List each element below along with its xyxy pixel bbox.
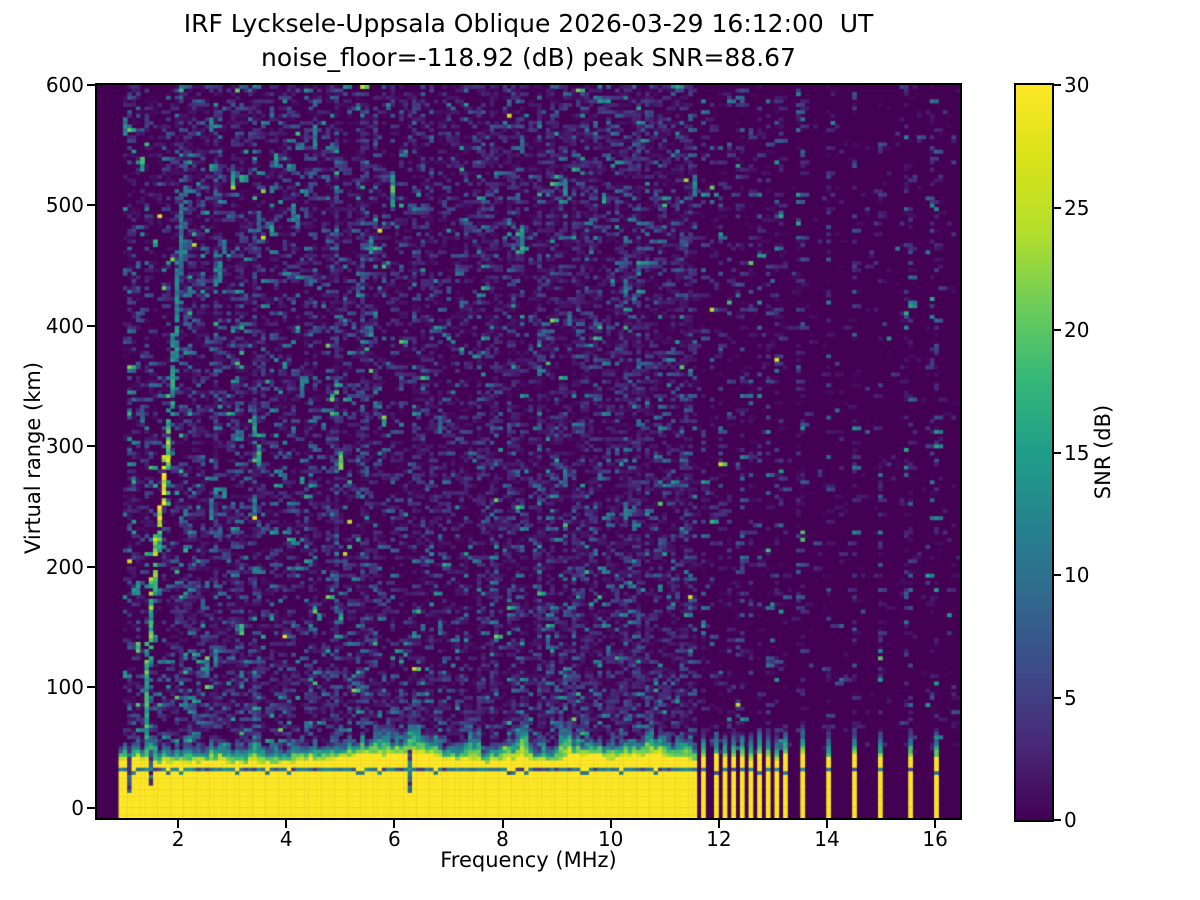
y-tick-mark (87, 806, 95, 809)
colorbar-tick-mark (1054, 329, 1061, 331)
x-tick-mark (285, 820, 288, 828)
x-tick-mark (825, 820, 828, 828)
y-axis-label: Virtual range (km) (21, 361, 45, 555)
y-tick-label: 200 (45, 554, 84, 579)
x-tick-mark (609, 820, 612, 828)
colorbar-tick-label: 5 (1064, 685, 1077, 710)
colorbar-gradient (1016, 85, 1052, 820)
y-tick-mark (87, 686, 95, 689)
colorbar-tick-label: 20 (1064, 318, 1090, 342)
x-tick-label: 6 (388, 827, 401, 851)
y-tick-label: 100 (45, 675, 84, 700)
x-tick-mark (934, 820, 937, 828)
y-tick-label: 300 (45, 434, 84, 459)
colorbar-tick-mark (1054, 574, 1061, 576)
colorbar-tick-mark (1054, 206, 1061, 209)
ionogram-heatmap (97, 85, 960, 818)
y-tick-label: 0 (71, 795, 84, 820)
x-tick-label: 8 (496, 827, 509, 851)
colorbar-label: SNR (dB) (1091, 404, 1115, 500)
y-tick-mark (87, 324, 95, 327)
x-tick-mark (501, 820, 504, 828)
y-tick-mark (87, 204, 95, 207)
x-axis-label: Frequency (MHz) (440, 848, 617, 872)
x-tick-label: 10 (597, 827, 624, 851)
x-tick-label: 14 (814, 827, 840, 851)
y-tick-mark (87, 565, 95, 568)
y-tick-label: 500 (45, 193, 84, 218)
colorbar-tick-mark (1054, 84, 1061, 86)
y-tick-label: 400 (45, 313, 84, 338)
colorbar-frame (1014, 83, 1054, 822)
figure-title: IRF Lycksele-Uppsala Oblique 2026-03-29 … (183, 9, 874, 38)
colorbar-tick-label: 15 (1064, 440, 1090, 465)
y-tick-mark (87, 84, 95, 86)
y-tick-mark (87, 445, 95, 448)
colorbar-tick-mark (1054, 819, 1061, 821)
colorbar-tick-label: 25 (1064, 195, 1090, 220)
colorbar-tick-label: 0 (1064, 808, 1077, 832)
x-tick-mark (177, 820, 180, 828)
figure-subtitle: noise_floor=-118.92 (dB) peak SNR=88.67 (261, 43, 796, 72)
x-tick-mark (393, 820, 396, 828)
y-tick-label: 600 (45, 73, 84, 97)
x-tick-label: 2 (171, 827, 185, 851)
plot-frame (95, 83, 962, 820)
x-tick-mark (717, 820, 720, 828)
x-tick-label: 12 (706, 827, 732, 851)
colorbar-tick-mark (1054, 696, 1061, 699)
x-tick-label: 16 (922, 827, 948, 851)
colorbar-tick-label: 10 (1064, 563, 1090, 587)
x-tick-label: 4 (279, 827, 293, 851)
colorbar-tick-mark (1054, 451, 1061, 454)
colorbar-tick-label: 30 (1064, 73, 1090, 97)
